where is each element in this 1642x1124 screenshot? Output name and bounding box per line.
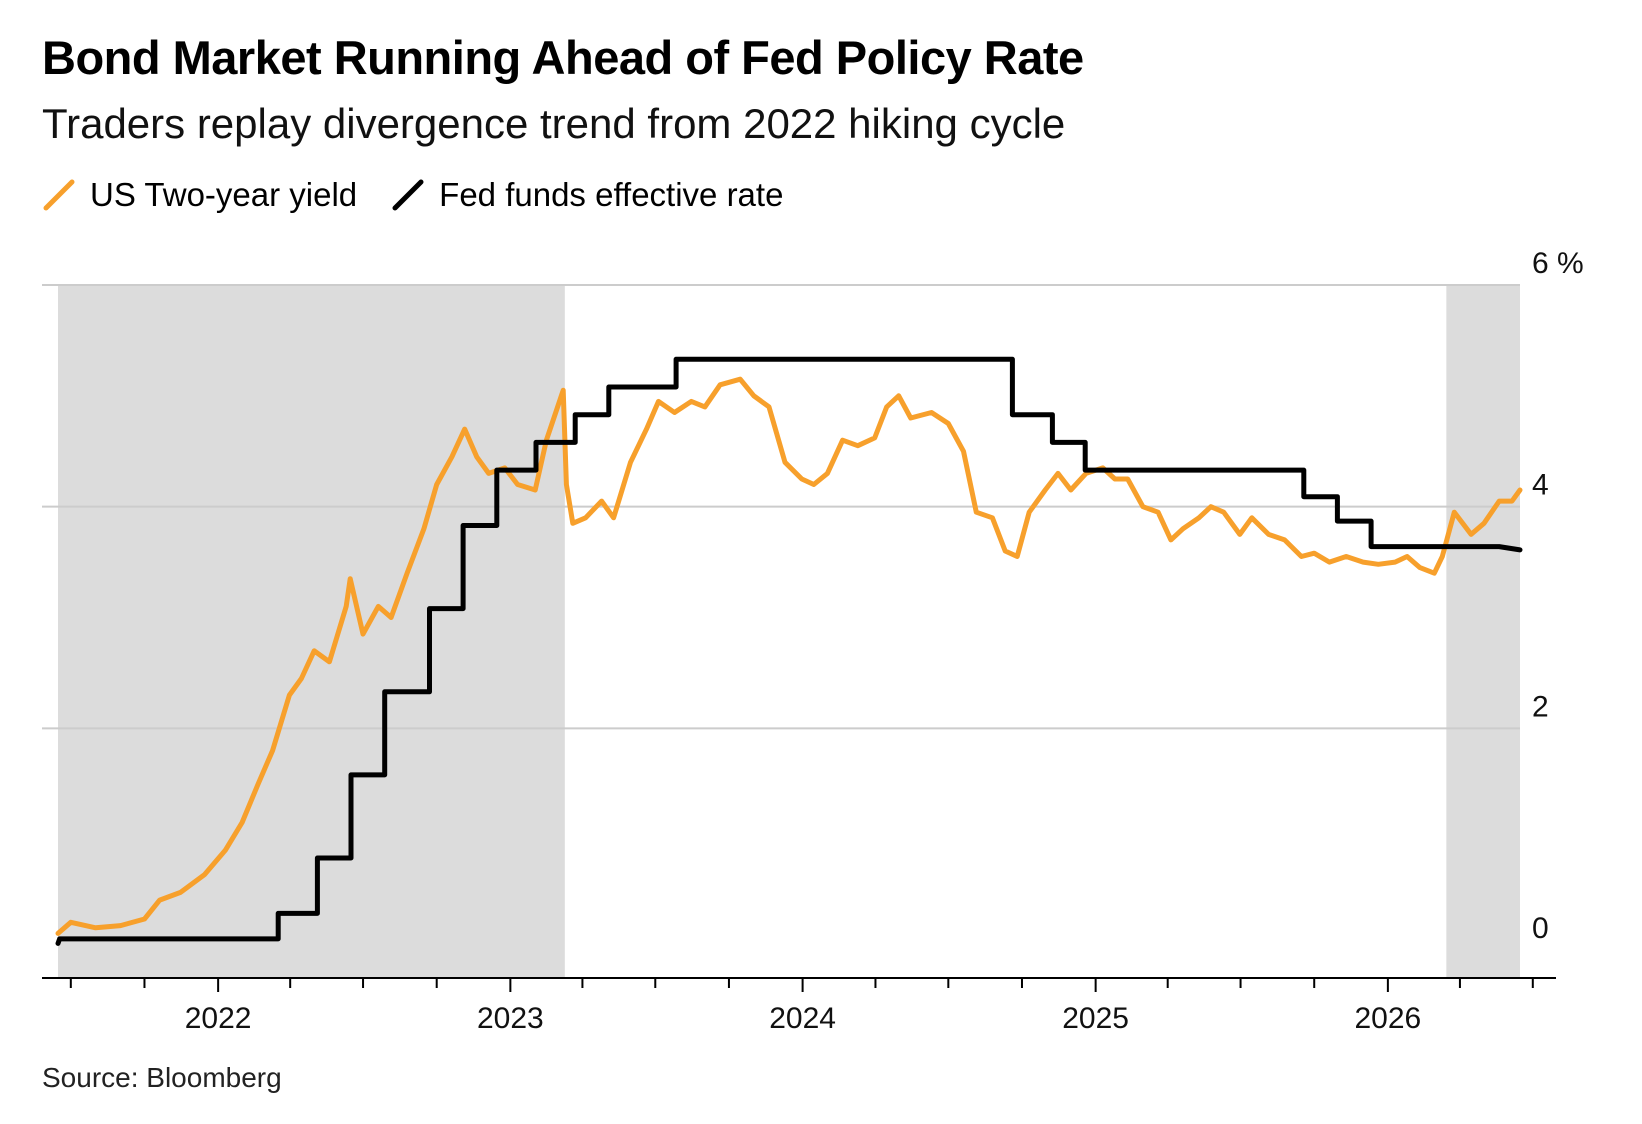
source-note: Source: Bloomberg — [42, 1062, 282, 1093]
y-tick-label: 6 % — [1532, 247, 1584, 280]
x-tick-label: 2025 — [1062, 1002, 1129, 1035]
shaded-period-0 — [58, 285, 565, 978]
shaded-period-1 — [1446, 285, 1520, 978]
x-tick-label: 2023 — [477, 1002, 544, 1035]
legend-item-two-year: US Two-year yield — [42, 176, 357, 214]
diagonal-line-icon — [392, 179, 424, 211]
series-line-two-year-yield — [55, 376, 1523, 936]
legend-label-fed-funds: Fed funds effective rate — [439, 176, 784, 213]
x-tick-label: 2024 — [769, 1002, 836, 1035]
y-tick-label: 0 — [1532, 912, 1549, 945]
chart-title: Bond Market Running Ahead of Fed Policy … — [42, 31, 1084, 84]
series-line-fed-funds-rate — [55, 356, 1523, 946]
y-tick-label: 4 — [1532, 469, 1549, 502]
legend-label-two-year: US Two-year yield — [90, 176, 358, 213]
y-tick-label: 2 — [1532, 690, 1549, 723]
chart-subtitle: Traders replay divergence trend from 202… — [42, 100, 1066, 147]
legend-item-fed-funds: Fed funds effective rate — [391, 176, 783, 214]
legend: US Two-year yield Fed funds effective ra… — [42, 176, 817, 214]
diagonal-line-icon — [43, 179, 75, 211]
x-tick-label: 2026 — [1355, 1002, 1422, 1035]
x-tick-label: 2022 — [185, 1002, 252, 1035]
